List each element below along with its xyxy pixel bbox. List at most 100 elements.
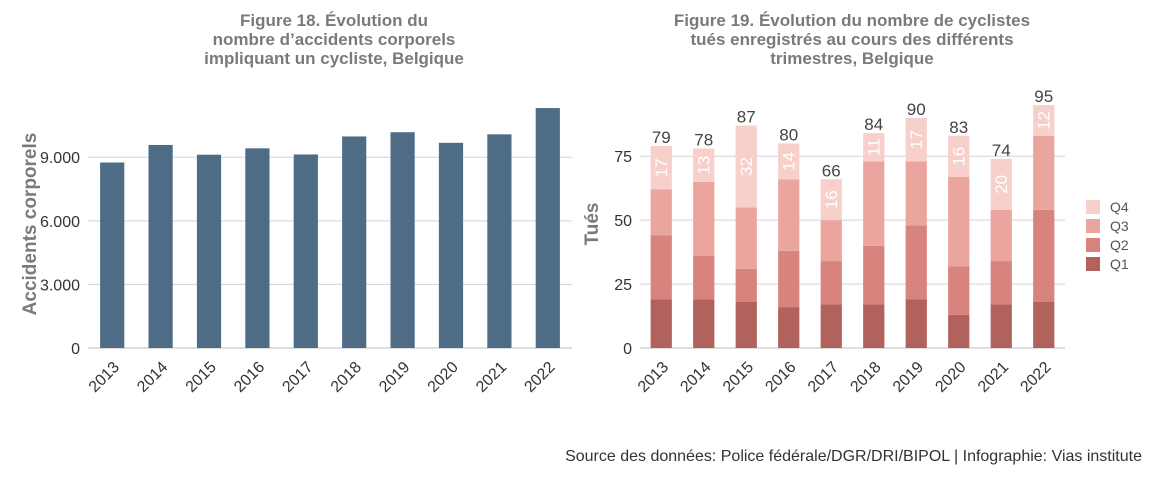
bar-q1-2016 xyxy=(778,307,800,348)
bar-q1-2020 xyxy=(948,314,970,348)
total-label: 66 xyxy=(822,161,841,180)
bar-q2-2022 xyxy=(1033,209,1055,302)
bar-q3-2022 xyxy=(1033,135,1055,210)
total-label: 87 xyxy=(737,108,756,127)
q4-value-label: 14 xyxy=(780,152,799,171)
total-label: 84 xyxy=(864,115,883,134)
y-axis-label: Accidents corporels xyxy=(20,133,41,316)
x-tick-label: 2017 xyxy=(279,359,316,396)
q4-value-label: 16 xyxy=(822,190,841,209)
bar-q1-2022 xyxy=(1033,301,1055,348)
bar-q3-2021 xyxy=(990,209,1012,262)
total-label: 90 xyxy=(907,100,926,119)
bar-q1-2019 xyxy=(905,299,927,348)
chart-title: Figure 18. Évolution du xyxy=(240,11,428,30)
bar-q4-2014 xyxy=(693,148,715,182)
chart-title: impliquant un cycliste, Belgique xyxy=(204,49,464,68)
bar-q4-2021 xyxy=(990,158,1012,210)
bar-2016 xyxy=(245,148,270,348)
bar-q1-2015 xyxy=(735,301,757,348)
chart-title: trimestres, Belgique xyxy=(770,49,933,68)
q4-value-label: 16 xyxy=(950,147,969,166)
bar-q2-2016 xyxy=(778,250,800,308)
x-tick-label: 2020 xyxy=(425,359,462,396)
x-tick-label: 2016 xyxy=(762,359,799,396)
x-tick-label: 2015 xyxy=(183,359,220,396)
source-note: Source des données: Police fédérale/DGR/… xyxy=(565,448,1142,465)
bar-q4-2013 xyxy=(650,146,672,190)
bar-2013 xyxy=(100,162,125,348)
y-tick-label: 0 xyxy=(623,341,632,358)
chart-2: Figure 19. Évolution du nombre de cyclis… xyxy=(582,11,1129,396)
x-tick-label: 2015 xyxy=(720,359,757,396)
x-tick-label: 2019 xyxy=(376,359,413,396)
bar-q2-2017 xyxy=(820,261,842,305)
chart-title: nombre d’accidents corporels xyxy=(213,30,456,49)
bar-q3-2019 xyxy=(905,161,927,226)
total-label: 83 xyxy=(949,118,968,137)
chart-title: Figure 19. Évolution du nombre de cyclis… xyxy=(674,11,1030,30)
bar-q3-2020 xyxy=(948,176,970,267)
legend-label-q4: Q4 xyxy=(1110,199,1129,215)
y-tick-label: 3.000 xyxy=(40,277,80,294)
bar-q4-2016 xyxy=(778,143,800,180)
x-tick-label: 2022 xyxy=(1017,359,1054,396)
y-tick-label: 25 xyxy=(614,277,632,294)
x-tick-label: 2014 xyxy=(134,359,171,396)
bar-q2-2020 xyxy=(948,266,970,315)
bar-q4-2017 xyxy=(820,179,842,221)
q4-value-label: 17 xyxy=(907,130,926,149)
bar-2020 xyxy=(438,142,464,348)
total-label: 80 xyxy=(779,125,798,144)
bar-q2-2018 xyxy=(863,245,885,305)
x-tick-label: 2021 xyxy=(473,359,510,396)
bar-2014 xyxy=(148,144,173,348)
bar-q4-2018 xyxy=(863,133,885,162)
q4-value-label: 32 xyxy=(737,157,756,176)
bar-q1-2014 xyxy=(693,299,715,348)
bar-q3-2018 xyxy=(863,161,885,246)
y-tick-label: 6.000 xyxy=(40,214,80,231)
bar-2017 xyxy=(293,154,318,348)
bar-q3-2017 xyxy=(820,220,842,262)
y-tick-label: 9.000 xyxy=(40,150,80,167)
q4-value-label: 11 xyxy=(865,138,884,156)
bar-2019 xyxy=(390,132,415,348)
chart-title: tués enregistrés au cours des différents xyxy=(690,30,1013,49)
bar-q3-2015 xyxy=(735,207,757,269)
bar-q1-2021 xyxy=(990,304,1012,348)
x-tick-label: 2016 xyxy=(231,359,268,396)
bar-q3-2013 xyxy=(650,189,672,236)
bar-2018 xyxy=(342,136,367,348)
q4-value-label: 17 xyxy=(652,158,671,177)
bar-q4-2020 xyxy=(948,135,970,177)
bar-q3-2014 xyxy=(693,181,715,256)
x-tick-label: 2014 xyxy=(677,359,714,396)
legend-swatch-q1 xyxy=(1086,257,1100,271)
total-label: 74 xyxy=(992,141,1011,160)
x-tick-label: 2013 xyxy=(635,359,672,396)
bar-q2-2015 xyxy=(735,268,757,302)
x-tick-label: 2013 xyxy=(86,359,123,396)
x-tick-label: 2019 xyxy=(890,359,927,396)
total-label: 78 xyxy=(694,131,713,150)
y-tick-label: 50 xyxy=(614,213,632,230)
bar-q1-2013 xyxy=(650,299,672,348)
bar-q4-2022 xyxy=(1033,105,1055,136)
bar-q2-2013 xyxy=(650,235,672,300)
x-tick-label: 2021 xyxy=(975,359,1012,396)
q4-value-label: 13 xyxy=(695,156,714,175)
bar-q1-2018 xyxy=(863,304,885,348)
x-tick-label: 2018 xyxy=(847,359,884,396)
bar-2015 xyxy=(196,154,222,348)
bar-q2-2014 xyxy=(693,255,715,300)
bar-q3-2016 xyxy=(778,179,800,251)
legend-label-q3: Q3 xyxy=(1110,218,1129,234)
bar-q2-2021 xyxy=(990,261,1012,305)
x-tick-label: 2020 xyxy=(932,359,969,396)
y-tick-label: 0 xyxy=(71,341,80,358)
bar-q4-2015 xyxy=(735,125,757,208)
legend-swatch-q3 xyxy=(1086,219,1100,233)
